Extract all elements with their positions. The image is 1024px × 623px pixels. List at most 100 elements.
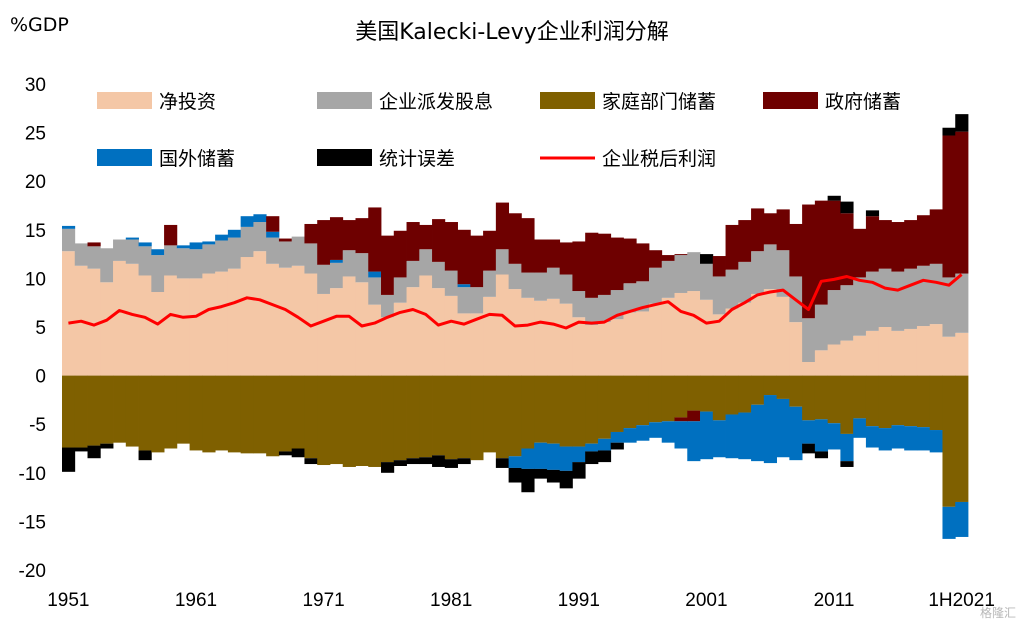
bar-segment: [546, 469, 561, 483]
bar-segment: [164, 375, 178, 449]
bar-segment: [648, 303, 663, 376]
bar-segment: [827, 375, 841, 424]
legend-label: 统计误差: [379, 148, 455, 170]
bar-segment: [891, 425, 905, 449]
bar-segment: [840, 340, 854, 376]
bar-segment: [648, 250, 663, 268]
bar-segment: [955, 501, 969, 537]
bar-segment: [87, 445, 101, 459]
x-tick-label: 2011: [814, 590, 855, 611]
bar-segment: [827, 200, 841, 291]
bar-segment: [661, 255, 675, 261]
bar-segment: [942, 135, 956, 278]
bar-segment: [636, 425, 650, 441]
y-tick-label: -15: [19, 512, 46, 533]
bar-segment: [623, 283, 637, 313]
bar-segment: [470, 235, 484, 288]
bar-segment: [329, 288, 344, 376]
bar-segment: [381, 317, 395, 376]
bar-segment: [751, 208, 765, 252]
bar-segment: [700, 411, 714, 460]
bar-segment: [138, 375, 152, 451]
bar-segment: [406, 260, 420, 288]
bar-segment: [802, 420, 816, 444]
bar-segment: [368, 277, 382, 305]
bar-segment: [814, 375, 829, 420]
bar-segment: [610, 442, 624, 450]
bar-segment: [738, 375, 752, 413]
bar-segment: [406, 458, 420, 465]
bar-segment: [648, 422, 663, 438]
bar-segment: [138, 450, 152, 461]
x-tick-label: 1961: [175, 590, 217, 611]
bar-segment: [444, 375, 458, 460]
bar-segment: [776, 398, 790, 458]
bar-segment: [840, 433, 854, 462]
bar-segment: [763, 244, 777, 290]
bar-segment: [381, 462, 395, 473]
bar-segment: [151, 249, 165, 256]
bar-segment: [802, 443, 816, 454]
bar-segment: [814, 419, 829, 452]
bar-segment: [483, 296, 497, 376]
bar-segment: [597, 233, 612, 295]
y-tick-label: 5: [35, 318, 46, 339]
watermark: 格隆汇: [979, 606, 1016, 620]
bar-segment: [368, 207, 382, 272]
bar-segment: [317, 293, 331, 376]
bar-segment: [457, 229, 471, 285]
y-tick-label: 25: [25, 124, 46, 145]
bar-segment: [534, 272, 548, 301]
bar-segment: [317, 375, 331, 466]
bar-segment: [291, 375, 305, 449]
bar-segment: [827, 423, 841, 450]
bar-segment: [891, 375, 905, 426]
bar-segment: [151, 292, 165, 376]
bar-segment: [470, 375, 484, 461]
chart-title: 美国Kalecki-Levy企业利润分解: [355, 20, 669, 45]
bar-segment: [712, 276, 726, 315]
x-tick-label: 1951: [47, 590, 89, 611]
bar-segment: [100, 282, 114, 376]
bar-segment: [916, 375, 931, 428]
bar-segment: [87, 242, 101, 247]
bar-segment: [559, 446, 573, 471]
bar-segment: [495, 458, 510, 468]
bar-segment: [215, 240, 229, 272]
bar-segment: [444, 295, 458, 376]
bar-segment: [215, 271, 229, 376]
bar-segment: [508, 375, 522, 457]
bar-segment: [227, 268, 242, 376]
bar-segment: [840, 461, 854, 467]
bar-segment: [661, 375, 675, 422]
bar-segment: [62, 375, 76, 448]
bar-segment: [712, 420, 726, 458]
bar-segment: [534, 375, 548, 443]
bar-segment: [597, 294, 612, 323]
bar-segment: [342, 250, 356, 277]
bar-segment: [457, 287, 471, 314]
bar-segment: [585, 232, 599, 298]
bar-segment: [929, 263, 943, 325]
bar-segment: [457, 313, 471, 376]
bar-segment: [215, 375, 229, 451]
bar-segment: [432, 375, 446, 456]
bar-segment: [904, 328, 918, 376]
bar-segment: [432, 261, 446, 289]
x-tick-label: 1991: [558, 590, 600, 611]
bar-segment: [483, 270, 497, 297]
bar-segment: [355, 282, 369, 376]
bar-segment: [700, 299, 714, 376]
bar-segment: [508, 456, 522, 468]
bar-segment: [891, 222, 905, 272]
bar-segment: [687, 421, 701, 462]
bar-segment: [253, 375, 267, 454]
bar-segment: [789, 223, 803, 277]
bar-segment: [865, 426, 880, 448]
bar-segment: [151, 375, 165, 453]
bar-segment: [610, 375, 624, 432]
bar-segment: [916, 427, 931, 451]
bar-segment: [62, 225, 76, 229]
y-tick-label: -10: [19, 464, 46, 485]
